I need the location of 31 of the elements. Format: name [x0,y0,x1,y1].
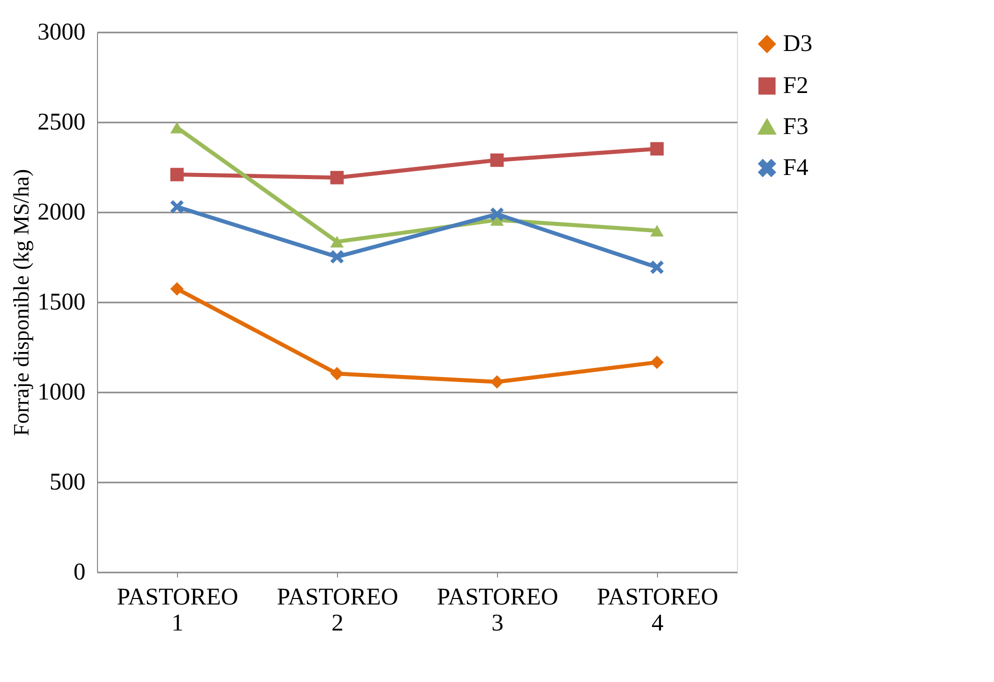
x-tick-label: PASTOREO 1 [116,584,238,636]
point [170,168,184,182]
y-axis-title: Forraje disponible (kg MS/ha) [8,168,34,436]
y-tick-label: 500 [50,470,86,496]
x-tick-label: PASTOREO 2 [276,584,398,636]
point [170,200,184,214]
y-tick-label: 1500 [38,290,86,316]
y-tick-label: 2500 [38,110,86,136]
point [650,356,664,370]
point [170,282,184,296]
legend-label: D3 [783,31,812,57]
legend-label: F3 [783,114,808,140]
legend-label: F4 [783,155,808,181]
x-tick-label: PASTOREO 4 [596,584,718,636]
y-tick-label: 3000 [38,20,86,46]
point [330,236,344,248]
point [330,366,344,380]
point [650,224,664,237]
point [170,122,184,134]
point [330,250,344,264]
point [490,207,504,221]
point [650,142,664,156]
point [490,153,504,167]
y-tick-label: 2000 [38,200,86,226]
y-tick-label: 0 [74,560,86,586]
x-tick-label: PASTOREO 3 [436,584,558,636]
point [650,260,664,274]
legend-label: F2 [783,73,808,99]
point [330,170,344,184]
y-tick-label: 1000 [38,380,86,406]
point [490,375,504,389]
